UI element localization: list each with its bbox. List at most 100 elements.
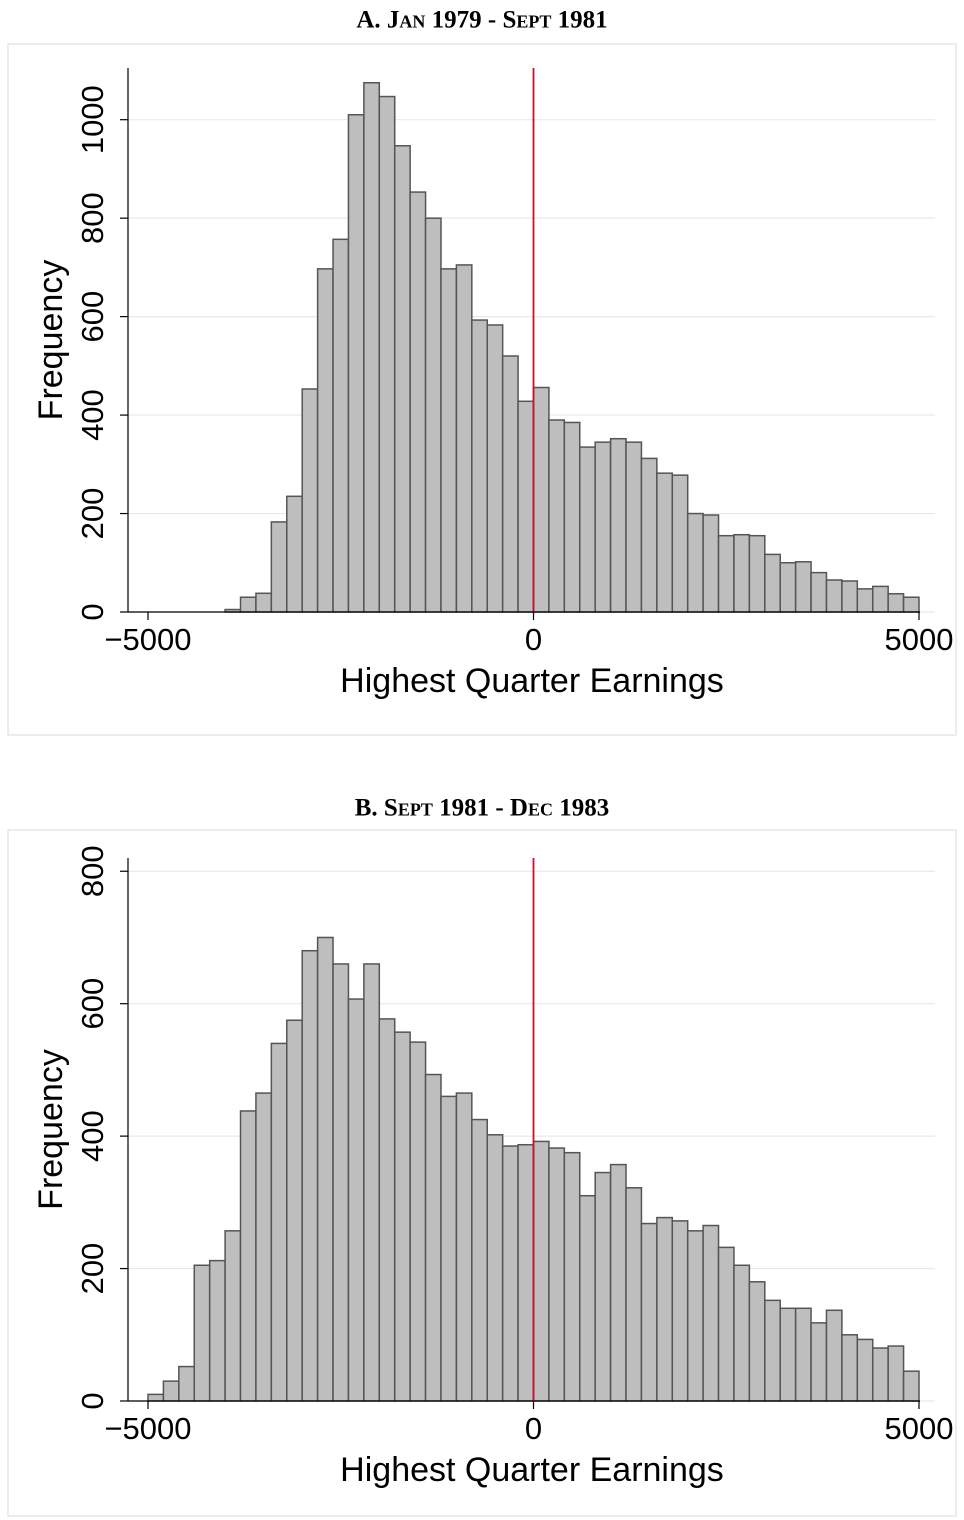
bar xyxy=(486,324,504,613)
bar xyxy=(239,596,257,613)
bar xyxy=(579,446,596,613)
bar xyxy=(409,191,427,613)
bar xyxy=(332,238,350,613)
bar xyxy=(363,82,381,613)
bar xyxy=(733,1264,751,1402)
bar xyxy=(902,1370,920,1402)
y-tick-label: 0 xyxy=(75,1392,110,1409)
bar xyxy=(887,1345,905,1402)
bar xyxy=(609,437,627,613)
bar xyxy=(301,388,319,613)
bar xyxy=(779,562,797,613)
bar xyxy=(548,419,566,613)
bar xyxy=(794,1307,812,1402)
y-tick-label: 800 xyxy=(75,192,110,244)
bar xyxy=(301,949,319,1402)
bar xyxy=(532,1140,550,1402)
bar xyxy=(656,472,674,613)
y-tick-label: 0 xyxy=(75,603,110,620)
bar xyxy=(501,355,519,613)
bar xyxy=(717,1246,735,1402)
bar xyxy=(501,1145,519,1402)
bar xyxy=(409,1041,427,1402)
bar xyxy=(656,1216,674,1402)
x-tick-label: 0 xyxy=(525,1411,542,1446)
bar xyxy=(471,319,488,613)
panel-frame xyxy=(7,829,957,1517)
bar xyxy=(748,534,766,613)
bar xyxy=(748,1281,766,1402)
bar xyxy=(609,1163,627,1402)
y-tick-label: 1000 xyxy=(75,85,110,154)
bar xyxy=(471,1118,488,1402)
bar xyxy=(378,95,396,613)
bar xyxy=(671,474,689,613)
bar xyxy=(193,1264,211,1402)
x-tick-label: −5000 xyxy=(104,622,191,657)
bar xyxy=(856,588,874,613)
chart-title: B. Sept 1981 - Dec 1983 xyxy=(355,795,609,822)
bar xyxy=(440,1095,458,1402)
bar xyxy=(717,534,735,613)
y-tick-label: 400 xyxy=(75,389,110,441)
bar xyxy=(856,1338,874,1402)
y-axis-title: Frequency xyxy=(32,1049,70,1210)
bar xyxy=(455,264,473,613)
bar xyxy=(810,571,828,613)
bar xyxy=(810,1322,828,1402)
bar xyxy=(733,533,751,613)
x-axis-title: Highest Quarter Earnings xyxy=(340,662,724,700)
bar xyxy=(270,1042,288,1402)
bar xyxy=(625,1187,643,1402)
y-tick-label: 200 xyxy=(75,1243,110,1295)
bar xyxy=(393,1031,411,1402)
x-tick-label: 5000 xyxy=(885,1411,954,1446)
bar xyxy=(563,421,581,613)
bar xyxy=(887,593,905,613)
bar xyxy=(871,585,889,613)
y-tick-label: 600 xyxy=(75,291,110,343)
bar xyxy=(316,936,334,1402)
bar xyxy=(517,1143,535,1402)
y-tick-label: 600 xyxy=(75,978,110,1030)
bar xyxy=(486,1134,504,1402)
bar xyxy=(332,963,350,1402)
bar xyxy=(316,268,334,613)
bar xyxy=(255,592,273,613)
y-tick-label: 800 xyxy=(75,845,110,897)
bar xyxy=(147,1393,165,1402)
bar xyxy=(440,268,458,613)
bar xyxy=(548,1147,566,1402)
y-tick-label: 400 xyxy=(75,1110,110,1162)
bar xyxy=(779,1307,797,1402)
panel-frame xyxy=(7,43,957,736)
bar xyxy=(594,1171,612,1402)
bar xyxy=(902,596,920,613)
bar xyxy=(239,1110,257,1402)
bar xyxy=(162,1380,180,1402)
chart-title: A. Jan 1979 - Sept 1981 xyxy=(356,7,607,34)
bar xyxy=(671,1220,689,1402)
bar xyxy=(455,1092,473,1402)
bar xyxy=(640,457,658,613)
bar xyxy=(393,145,411,613)
bar xyxy=(424,217,442,613)
x-tick-label: 5000 xyxy=(885,622,954,657)
bar xyxy=(532,386,550,613)
bar xyxy=(224,1230,242,1402)
bar xyxy=(794,561,812,613)
bar xyxy=(825,579,843,613)
bar xyxy=(686,1230,704,1402)
bar xyxy=(594,441,612,613)
y-axis-title: Frequency xyxy=(32,260,70,421)
bar xyxy=(702,1224,720,1402)
bar xyxy=(764,1299,781,1402)
bar xyxy=(286,495,303,613)
bar xyxy=(347,114,365,613)
bar xyxy=(686,512,704,613)
bar xyxy=(178,1365,196,1402)
bar xyxy=(640,1222,658,1402)
bar xyxy=(764,553,781,613)
